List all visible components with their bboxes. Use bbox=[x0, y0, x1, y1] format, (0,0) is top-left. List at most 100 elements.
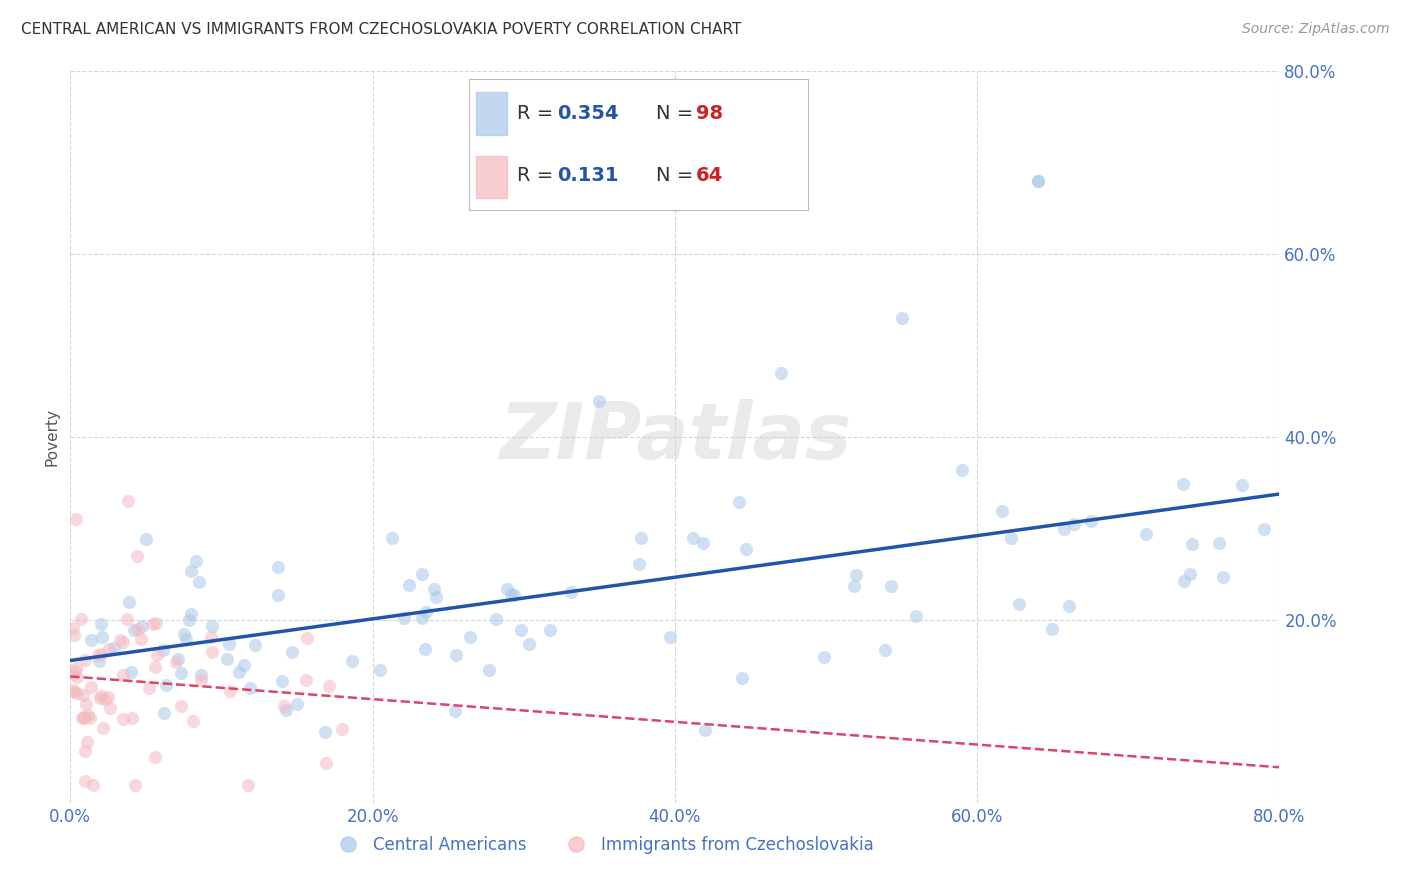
Point bbox=[200, 631, 222, 645]
Point bbox=[905, 609, 928, 624]
Point bbox=[769, 366, 792, 380]
Point bbox=[73, 710, 96, 724]
Point bbox=[728, 495, 751, 509]
Point bbox=[155, 677, 177, 691]
Point bbox=[1057, 599, 1080, 614]
Point bbox=[103, 641, 125, 656]
Point bbox=[845, 567, 868, 582]
Point bbox=[62, 666, 84, 681]
Point bbox=[112, 668, 135, 682]
Point bbox=[76, 708, 98, 723]
Point bbox=[735, 542, 758, 557]
Point bbox=[1000, 531, 1022, 545]
Point bbox=[66, 686, 89, 700]
Point bbox=[1053, 522, 1076, 536]
Point bbox=[1173, 574, 1195, 588]
Point bbox=[122, 623, 145, 637]
Point bbox=[413, 641, 436, 656]
Point bbox=[120, 665, 142, 679]
Point bbox=[392, 611, 415, 625]
Point bbox=[62, 682, 84, 697]
Point bbox=[458, 630, 481, 644]
Point bbox=[169, 699, 191, 714]
Point bbox=[315, 756, 337, 771]
Point bbox=[190, 673, 212, 688]
Point bbox=[91, 721, 114, 735]
Point bbox=[318, 679, 340, 693]
Point bbox=[1026, 174, 1049, 188]
Point bbox=[1253, 521, 1275, 535]
Point bbox=[1008, 598, 1031, 612]
Point bbox=[75, 653, 97, 667]
Point bbox=[267, 588, 290, 602]
Point bbox=[444, 704, 467, 718]
Point bbox=[370, 663, 392, 677]
Point bbox=[692, 536, 714, 550]
Point bbox=[98, 700, 121, 714]
Point bbox=[991, 504, 1014, 518]
Point bbox=[98, 642, 121, 657]
Point bbox=[131, 618, 153, 632]
Point bbox=[239, 681, 262, 695]
Point bbox=[398, 578, 420, 592]
Text: ZIPatlas: ZIPatlas bbox=[499, 399, 851, 475]
Point bbox=[142, 617, 165, 632]
Point bbox=[146, 648, 169, 662]
Point bbox=[112, 712, 135, 726]
Point bbox=[75, 697, 97, 711]
Point bbox=[201, 619, 224, 633]
Point bbox=[273, 699, 295, 714]
Point bbox=[340, 655, 363, 669]
Point bbox=[415, 605, 437, 619]
Point bbox=[276, 703, 298, 717]
Point bbox=[1040, 623, 1063, 637]
Point bbox=[218, 683, 240, 698]
Point bbox=[1026, 174, 1049, 188]
Point bbox=[1232, 478, 1254, 492]
Point bbox=[423, 582, 446, 597]
Point bbox=[65, 660, 87, 674]
Point bbox=[588, 393, 610, 408]
Point bbox=[186, 554, 208, 568]
Point bbox=[425, 590, 447, 604]
Point bbox=[115, 612, 138, 626]
Point bbox=[65, 512, 87, 526]
Point bbox=[118, 594, 141, 608]
Point bbox=[124, 778, 146, 792]
Point bbox=[880, 579, 903, 593]
Point bbox=[215, 651, 238, 665]
Point bbox=[138, 681, 160, 696]
Point bbox=[62, 621, 84, 635]
Point bbox=[842, 578, 865, 592]
Point bbox=[180, 564, 202, 578]
Point bbox=[79, 633, 101, 648]
Point bbox=[128, 622, 150, 636]
Y-axis label: Poverty: Poverty bbox=[44, 408, 59, 467]
Point bbox=[145, 615, 167, 630]
Point bbox=[659, 630, 682, 644]
Point bbox=[80, 680, 103, 694]
Point bbox=[181, 714, 204, 728]
Point bbox=[179, 613, 201, 627]
Point bbox=[731, 671, 754, 685]
Point bbox=[238, 778, 260, 792]
Point bbox=[180, 607, 202, 621]
Point bbox=[73, 711, 96, 725]
Point bbox=[560, 585, 582, 599]
Point bbox=[108, 633, 131, 648]
Point bbox=[190, 668, 212, 682]
Point bbox=[1181, 536, 1204, 550]
Point bbox=[170, 665, 193, 680]
Point bbox=[165, 655, 187, 669]
Point bbox=[143, 750, 166, 764]
Point bbox=[281, 645, 304, 659]
Point bbox=[519, 637, 541, 651]
Point bbox=[1171, 477, 1194, 491]
Legend: Central Americans, Immigrants from Czechoslovakia: Central Americans, Immigrants from Czech… bbox=[325, 829, 880, 860]
Point bbox=[97, 690, 120, 704]
Point bbox=[143, 660, 166, 674]
Point bbox=[245, 638, 267, 652]
Point bbox=[890, 311, 912, 326]
Point bbox=[381, 531, 404, 545]
Point bbox=[332, 722, 354, 736]
